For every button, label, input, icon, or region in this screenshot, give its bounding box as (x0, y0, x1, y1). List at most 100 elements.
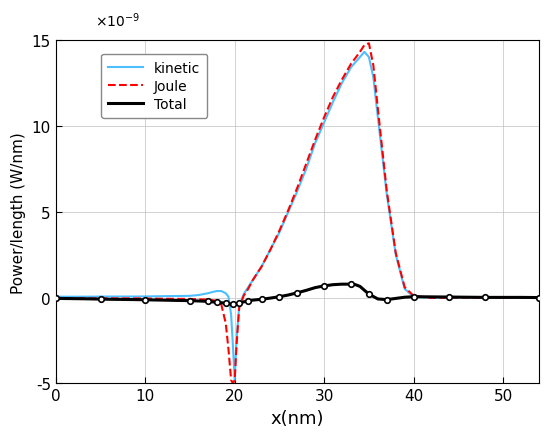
Total (276, 294, 283, 300)
Total (383, 297, 390, 303)
Total (52, 296, 59, 301)
Line: Total: Total (56, 285, 539, 305)
kinetic (232, 378, 238, 383)
Joule (236, 306, 243, 311)
kinetic (229, 343, 236, 349)
kinetic (249, 278, 256, 283)
Joule (402, 285, 408, 290)
Total (518, 295, 524, 300)
Total (402, 295, 408, 300)
kinetic (370, 76, 377, 81)
kinetic (348, 66, 354, 71)
kinetic (339, 81, 345, 86)
Total (249, 298, 256, 303)
Joule (348, 62, 354, 67)
kinetic (245, 285, 251, 290)
Total (218, 300, 224, 306)
Total (410, 294, 417, 300)
Joule (205, 297, 211, 303)
kinetic (258, 265, 265, 270)
kinetic (428, 296, 435, 301)
Total (225, 301, 232, 307)
Joule (258, 265, 265, 270)
kinetic (205, 291, 211, 296)
Total (237, 300, 244, 306)
Joule (500, 295, 507, 300)
Total (228, 302, 234, 307)
kinetic (303, 167, 310, 172)
Joule (312, 138, 318, 143)
Joule (410, 293, 417, 299)
Line: kinetic: kinetic (56, 53, 539, 380)
kinetic (225, 294, 232, 300)
Total (303, 288, 310, 293)
kinetic (222, 291, 229, 296)
Joule (356, 50, 363, 55)
kinetic (330, 100, 337, 105)
Joule (321, 115, 327, 120)
Total (339, 282, 345, 287)
kinetic (228, 312, 234, 318)
kinetic (285, 209, 292, 215)
Total (245, 299, 251, 304)
Joule (303, 162, 310, 167)
Joule (518, 295, 524, 300)
Joule (383, 189, 390, 194)
Joule (276, 228, 283, 233)
Total (375, 297, 381, 302)
Total (267, 296, 274, 301)
Joule (285, 208, 292, 213)
Total (312, 285, 318, 290)
kinetic (267, 247, 274, 252)
Total (366, 292, 372, 297)
kinetic (52, 294, 59, 300)
Joule (245, 287, 251, 292)
kinetic (240, 292, 247, 297)
kinetic (402, 287, 408, 292)
Total (186, 298, 193, 304)
Line: Joule: Joule (56, 44, 539, 384)
kinetic (236, 304, 243, 309)
Total (213, 300, 220, 305)
Joule (482, 295, 488, 300)
Total (348, 282, 354, 287)
Joule (222, 321, 229, 326)
Joule (370, 64, 377, 69)
kinetic (218, 289, 224, 294)
Joule (464, 295, 471, 300)
Total (106, 297, 113, 302)
kinetic (312, 141, 318, 146)
kinetic (446, 295, 453, 300)
Joule (232, 378, 238, 383)
Joule (133, 296, 140, 301)
Joule (294, 186, 301, 191)
Joule (361, 43, 368, 49)
Joule (375, 107, 381, 112)
Total (160, 298, 167, 303)
Total (133, 297, 140, 303)
kinetic (366, 55, 372, 60)
Joule (160, 297, 167, 302)
Total (232, 302, 238, 307)
Total (536, 295, 542, 300)
Total (330, 283, 337, 288)
Joule (228, 378, 234, 383)
kinetic (410, 294, 417, 300)
Total (240, 300, 247, 305)
kinetic (213, 289, 220, 294)
Joule (79, 296, 86, 301)
Joule (446, 295, 453, 300)
kinetic (196, 293, 202, 298)
Total (464, 295, 471, 300)
Total (222, 301, 229, 306)
kinetic (464, 295, 471, 300)
Joule (339, 78, 345, 83)
Joule (213, 299, 220, 304)
kinetic (518, 295, 524, 300)
kinetic (186, 293, 193, 299)
Joule (330, 95, 337, 100)
kinetic (375, 115, 381, 120)
Total (209, 300, 216, 305)
kinetic (294, 189, 301, 194)
kinetic (482, 295, 488, 300)
